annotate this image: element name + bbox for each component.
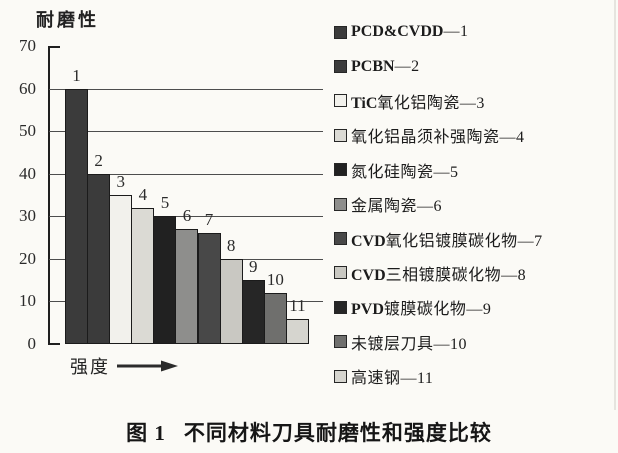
legend-item: 金属陶瓷—6	[334, 187, 614, 221]
figure-caption: 图 1 不同材料刀具耐磨性和强度比较	[0, 417, 618, 447]
legend-swatch	[334, 128, 347, 142]
right-arrow-icon	[117, 360, 178, 372]
bar	[109, 195, 133, 344]
bar-value-label: 3	[116, 172, 125, 191]
bar	[263, 292, 287, 344]
legend-item: 高速钢—11	[334, 359, 614, 393]
legend-label: PCBN—2	[351, 57, 420, 75]
legend-swatch	[334, 197, 347, 211]
bar-value-label: 1	[72, 65, 81, 85]
legend-item: CVD氧化铝镀膜碳化物—7	[334, 221, 614, 255]
bar	[131, 207, 155, 344]
bar-value-label: 8	[226, 235, 236, 255]
y-axis-top-tick	[48, 46, 60, 48]
y-tick-label: 60	[19, 78, 36, 98]
legend-label: PCD&CVDD—1	[351, 23, 469, 41]
y-axis-line	[48, 46, 50, 345]
bar	[241, 280, 265, 344]
legend-label: 高速钢—11	[351, 370, 434, 388]
legend-item: 氧化铝晶须补强陶瓷—4	[334, 118, 614, 152]
legend-swatch	[334, 266, 347, 280]
legend-item: CVD三相镀膜碳化物—8	[334, 256, 614, 290]
legend-label: 未镀层刀具—10	[351, 335, 468, 353]
y-tick-label: 30	[19, 206, 36, 226]
legend-swatch	[334, 300, 347, 314]
figure-caption-text: 不同材料刀具耐磨性和强度比较	[183, 421, 492, 445]
legend-item: PCBN—2	[334, 49, 614, 83]
gridline	[49, 216, 323, 218]
legend-swatch	[334, 232, 347, 246]
bar	[65, 88, 89, 344]
x-axis-label: 强度	[70, 357, 110, 377]
bar-value-label: 9	[248, 257, 258, 277]
legend-item: PVD镀膜碳化物—9	[334, 290, 614, 324]
y-axis-bottom-tick	[48, 343, 60, 345]
bar	[153, 216, 177, 344]
gridline	[49, 131, 323, 133]
legend-swatch	[334, 25, 347, 39]
y-tick-label: 0	[27, 334, 37, 353]
bar-value-label: 6	[182, 206, 192, 226]
legend-swatch	[334, 60, 347, 74]
y-tick-label: 70	[19, 36, 36, 55]
bar-value-label: 11	[289, 295, 306, 315]
y-axis-title: 耐磨性	[36, 10, 99, 30]
y-tick-label: 20	[19, 248, 36, 268]
legend-item: PCD&CVDD—1	[334, 15, 614, 49]
legend-label: PVD镀膜碳化物—9	[351, 301, 492, 319]
bar-value-label: 2	[94, 150, 103, 170]
gridline	[49, 88, 323, 90]
y-tick-label: 50	[19, 121, 36, 141]
legend: PCD&CVDD—1 PCBN—2 TiC氧化铝陶瓷—3 氧化铝晶须补强陶瓷—4 氮化硅…	[334, 15, 614, 393]
y-tick-label: 40	[19, 163, 36, 183]
legend-label: CVD三相镀膜碳化物—8	[351, 266, 527, 284]
bar	[87, 173, 111, 344]
scan-page-edge	[614, 0, 616, 410]
bar-value-label: 5	[160, 193, 170, 213]
legend-item: 氮化硅陶瓷—5	[334, 153, 614, 187]
legend-label: 金属陶瓷—6	[351, 198, 443, 216]
y-tick-label: 10	[19, 291, 36, 311]
legend-item: TiC氧化铝陶瓷—3	[334, 84, 614, 118]
legend-swatch	[334, 94, 347, 108]
gridline	[49, 173, 323, 175]
legend-swatch	[334, 163, 347, 177]
bar-value-label: 4	[138, 184, 148, 204]
bar-value-label: 10	[266, 269, 284, 289]
legend-swatch	[334, 369, 347, 383]
legend-swatch	[334, 335, 347, 349]
x-axis-label-group: 强度	[70, 353, 180, 379]
bar-value-label: 7	[204, 210, 214, 230]
legend-item: 未镀层刀具—10	[334, 325, 614, 359]
legend-label: TiC氧化铝陶瓷—3	[351, 94, 485, 112]
bar	[175, 229, 199, 344]
legend-label: CVD氧化铝镀膜碳化物—7	[351, 232, 543, 250]
legend-label: 氧化铝晶须补强陶瓷—4	[351, 129, 525, 147]
bar	[285, 318, 309, 344]
figure-number: 图 1	[126, 421, 166, 445]
legend-label: 氮化硅陶瓷—5	[351, 163, 459, 181]
